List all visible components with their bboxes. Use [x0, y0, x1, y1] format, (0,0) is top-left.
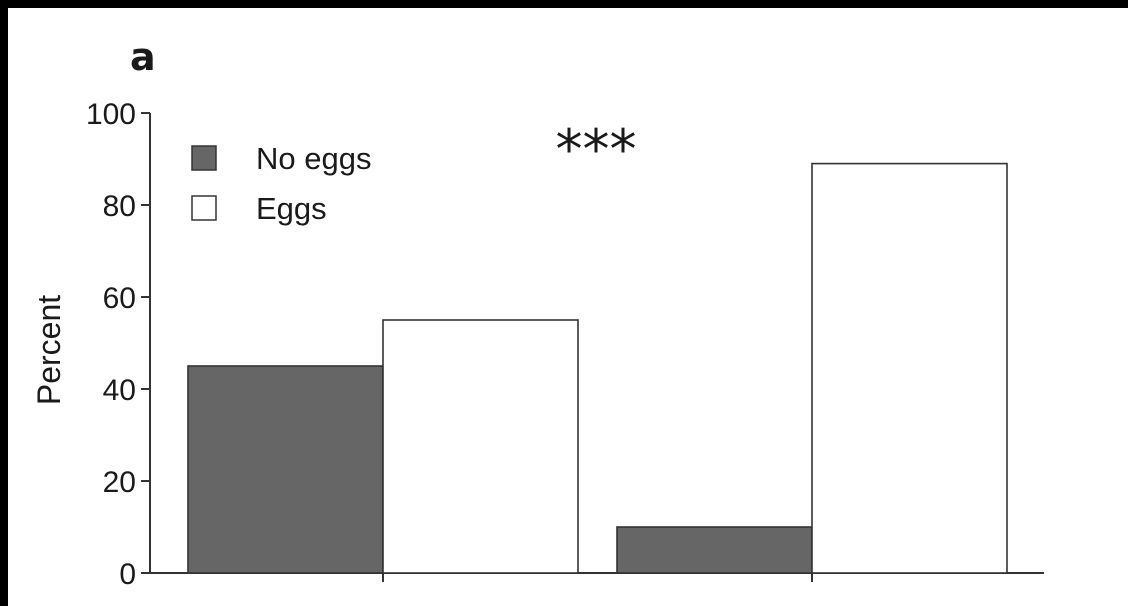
bar-eggs-group-1	[382, 319, 579, 574]
bar-no-eggs-group-2	[616, 526, 813, 574]
y-tick-label: 20	[103, 466, 136, 499]
legend-label-eggs: Eggs	[256, 191, 327, 226]
bar-no-eggs-group-1	[187, 365, 384, 574]
y-tick-label: 40	[103, 374, 136, 407]
y-tick-label: 60	[103, 282, 136, 315]
bar-chart: a Percent 0 20 40 60 80 100 No eggs Eggs ***	[31, 35, 1044, 591]
chart-frame: a Percent 0 20 40 60 80 100 No eggs Eggs ***	[8, 8, 1128, 606]
bar-eggs-group-2	[811, 162, 1008, 574]
legend: No eggs Eggs	[191, 141, 371, 226]
y-tick-label: 80	[103, 190, 136, 223]
legend-label-no-eggs: No eggs	[256, 141, 371, 176]
legend-swatch-no-eggs	[191, 145, 217, 171]
bars	[187, 162, 1008, 574]
y-tick-label: 100	[86, 98, 136, 131]
y-axis-label: Percent	[31, 295, 67, 405]
panel-label: a	[130, 35, 156, 79]
y-tick-label: 0	[119, 558, 136, 591]
legend-swatch-eggs	[191, 195, 217, 221]
significance-annotation: ***	[556, 118, 637, 181]
